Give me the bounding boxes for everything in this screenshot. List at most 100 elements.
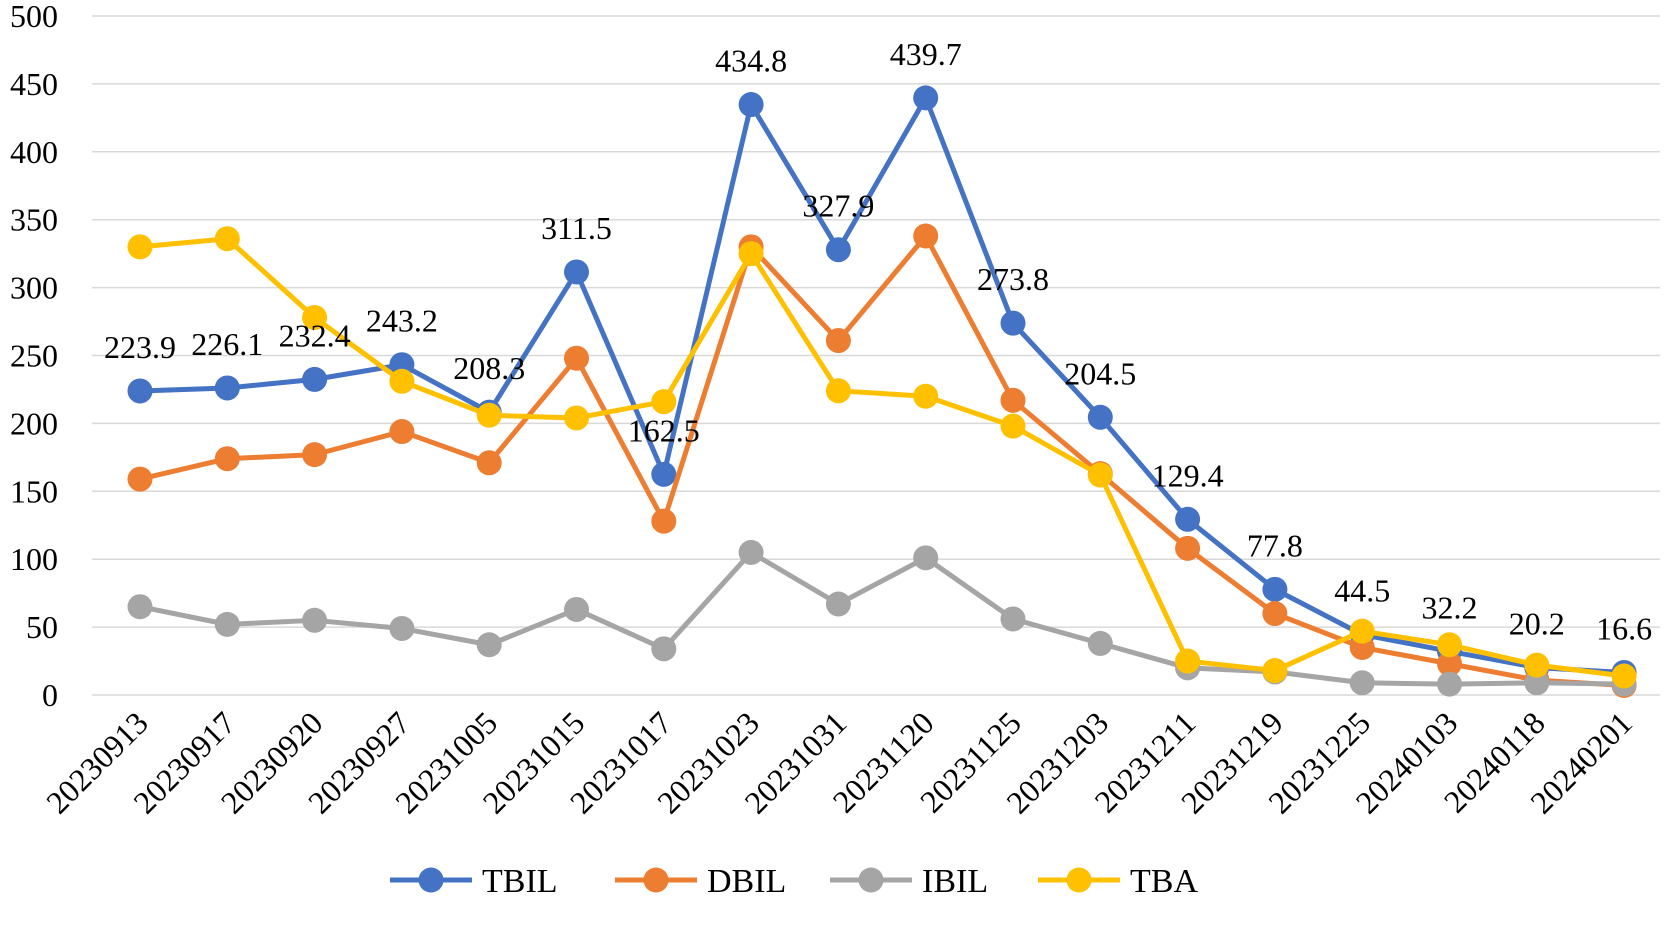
data-point-dbil: [389, 419, 415, 445]
series-line-tba: [139, 236, 1625, 679]
data-point-ibil: [1349, 670, 1375, 696]
data-label: 439.7: [890, 36, 962, 72]
data-point-dbil: [651, 508, 677, 534]
data-point-ibil: [1087, 630, 1113, 656]
y-tick-label: 50: [26, 609, 58, 645]
data-label: 204.5: [1064, 355, 1136, 391]
data-point-tba: [825, 378, 851, 404]
data-point-tba: [127, 234, 153, 260]
y-tick-label: 300: [10, 270, 58, 306]
data-point-tba: [1000, 413, 1026, 439]
data-point-dbil: [214, 446, 240, 472]
data-label: 44.5: [1334, 573, 1390, 609]
data-point-ibil: [564, 596, 589, 622]
series-ibil: [127, 539, 1637, 697]
data-point-ibil: [913, 545, 939, 571]
data-point-dbil: [913, 223, 939, 249]
data-label: 208.3: [453, 350, 525, 386]
legend-swatch-marker: [1066, 867, 1092, 893]
data-point-dbil: [825, 328, 851, 354]
series-line-ibil: [139, 549, 1625, 687]
data-point-tba: [564, 405, 589, 431]
data-point-ibil: [302, 607, 328, 633]
data-point-tbil: [651, 461, 677, 487]
legend-item-ibil: IBIL: [830, 863, 988, 900]
y-tick-label: 250: [10, 338, 58, 374]
data-label: 77.8: [1247, 527, 1303, 563]
data-label: 32.2: [1422, 589, 1478, 625]
data-point-dbil: [564, 345, 589, 371]
data-point-dbil: [1437, 651, 1462, 677]
data-point-tba: [651, 389, 677, 415]
data-label: 232.4: [279, 317, 351, 353]
data-point-tba: [1611, 663, 1637, 689]
data-point-tbil: [564, 259, 589, 285]
x-axis: 2023091320230917202309202023092720231005…: [39, 704, 1639, 820]
y-tick-label: 350: [10, 202, 58, 238]
data-point-ibil: [214, 611, 240, 637]
y-axis: 0 50 100 150 200 250 300 350 400 450 500: [10, 0, 58, 713]
data-label: 311.5: [541, 210, 612, 246]
data-point-tbil: [913, 85, 939, 111]
data-point-dbil: [1262, 601, 1288, 627]
data-label: 434.8: [715, 43, 787, 79]
data-point-tba: [1349, 618, 1375, 644]
series-group: [127, 85, 1637, 698]
legend-item-dbil: DBIL: [615, 863, 786, 900]
data-label: 129.4: [1152, 457, 1224, 493]
legend-item-tbil: TBIL: [390, 863, 558, 900]
data-point-tba: [1087, 462, 1113, 488]
data-point-tbil: [825, 237, 851, 263]
data-point-tbil: [738, 92, 764, 118]
data-point-tbil: [302, 366, 328, 392]
data-point-ibil: [389, 615, 415, 641]
y-tick-label: 0: [42, 677, 58, 713]
legend-label: IBIL: [922, 863, 988, 900]
data-point-ibil: [127, 594, 153, 620]
data-point-dbil: [127, 466, 153, 492]
data-label: 273.8: [977, 261, 1049, 297]
series-tbil: [127, 85, 1637, 685]
data-labels: 223.9 226.1 232.4 243.2 208.3 311.5 162.5 434.8…: [104, 36, 1652, 647]
data-point-ibil: [1437, 671, 1462, 697]
data-point-ibil: [1524, 670, 1550, 696]
data-point-tba: [302, 304, 328, 330]
data-label: 20.2: [1509, 606, 1565, 642]
data-point-tba: [1262, 658, 1288, 684]
data-point-ibil: [651, 636, 677, 662]
data-point-tba: [913, 383, 939, 409]
data-point-ibil: [738, 539, 764, 565]
data-point-tba: [1175, 648, 1201, 674]
data-point-tba: [476, 402, 502, 428]
series-line-tbil: [139, 95, 1625, 675]
data-point-tbil: [1262, 576, 1288, 602]
legend: TBIL DBIL IBIL TBA: [390, 863, 1198, 900]
series-tba: [127, 226, 1637, 689]
data-point-tba: [1437, 632, 1462, 658]
data-point-tba: [1524, 652, 1550, 678]
legend-item-tba: TBA: [1038, 863, 1198, 900]
legend-swatch-marker: [858, 867, 884, 893]
series-line-dbil: [139, 233, 1625, 688]
legend-label: TBIL: [482, 863, 558, 900]
y-tick-label: 450: [10, 66, 58, 102]
y-tick-label: 400: [10, 134, 58, 170]
data-label: 162.5: [628, 412, 700, 448]
data-point-tbil: [127, 378, 153, 404]
data-label: 327.9: [802, 188, 874, 224]
data-point-ibil: [825, 591, 851, 617]
y-tick-label: 150: [10, 473, 58, 509]
data-point-tba: [738, 241, 764, 267]
data-point-ibil: [1000, 606, 1026, 632]
data-point-tba: [214, 226, 240, 252]
data-label: 223.9: [104, 329, 176, 365]
legend-label: DBIL: [707, 863, 786, 900]
data-point-dbil: [302, 442, 328, 468]
data-point-tbil: [1175, 506, 1201, 532]
legend-label: TBA: [1130, 863, 1198, 900]
legend-swatch-marker: [643, 867, 669, 893]
data-point-tbil: [1000, 310, 1026, 336]
data-point-dbil: [1000, 387, 1026, 413]
data-label: 16.6: [1596, 610, 1652, 646]
